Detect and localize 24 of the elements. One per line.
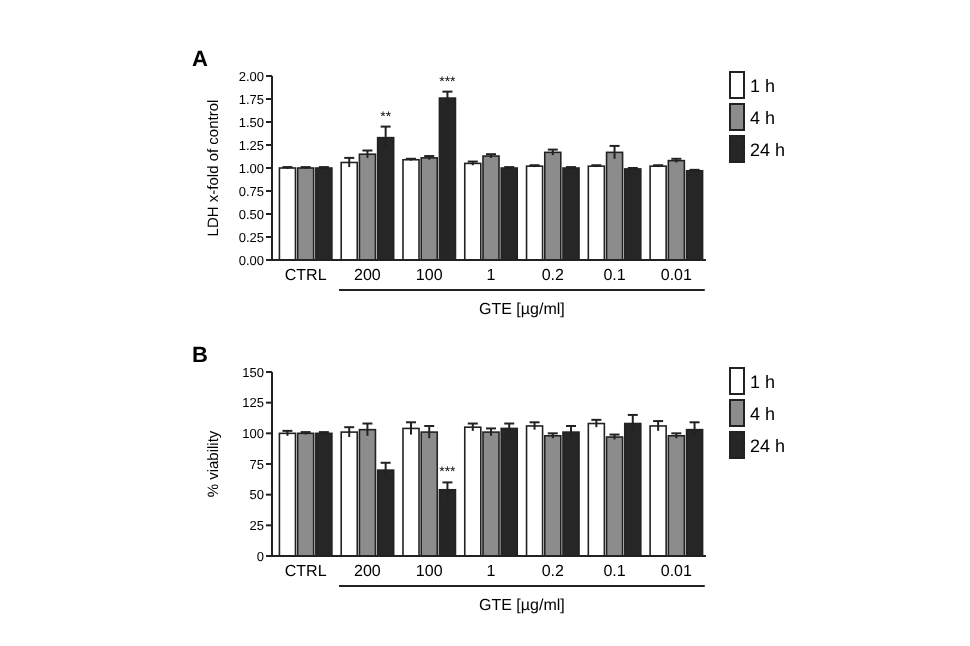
- x-tick-label: CTRL: [284, 562, 328, 580]
- x-tick-label: 0.1: [603, 266, 627, 284]
- x-tick-label: 0.1: [603, 562, 627, 580]
- x-tick-label: 0.01: [660, 562, 694, 580]
- x-tick-label: 1: [486, 266, 497, 284]
- chart-title: A: [192, 48, 208, 72]
- legend-label: 24 h: [750, 436, 786, 456]
- legend-label: 1 h: [750, 76, 776, 96]
- x-tick-label: 100: [415, 562, 444, 580]
- x-tick-label: CTRL: [284, 266, 328, 284]
- chart-title: B: [192, 344, 208, 368]
- x-tick-label: 100: [415, 266, 444, 284]
- x-tick-label: 0.2: [541, 562, 565, 580]
- x-tick-label: 1: [486, 562, 497, 580]
- legend-label: 1 h: [750, 372, 776, 392]
- x-tick-label: 0.01: [660, 266, 694, 284]
- legend-label: 24 h: [750, 140, 786, 160]
- x-tick-label: 200: [354, 562, 382, 580]
- x-tick-label: 0.2: [541, 266, 565, 284]
- legend-label: 4 h: [750, 108, 776, 128]
- x-axis-title: GTE [µg/ml]: [479, 300, 565, 318]
- x-tick-label: 200: [354, 266, 382, 284]
- legend-label: 4 h: [750, 404, 776, 424]
- x-axis-title: GTE [µg/ml]: [479, 596, 565, 614]
